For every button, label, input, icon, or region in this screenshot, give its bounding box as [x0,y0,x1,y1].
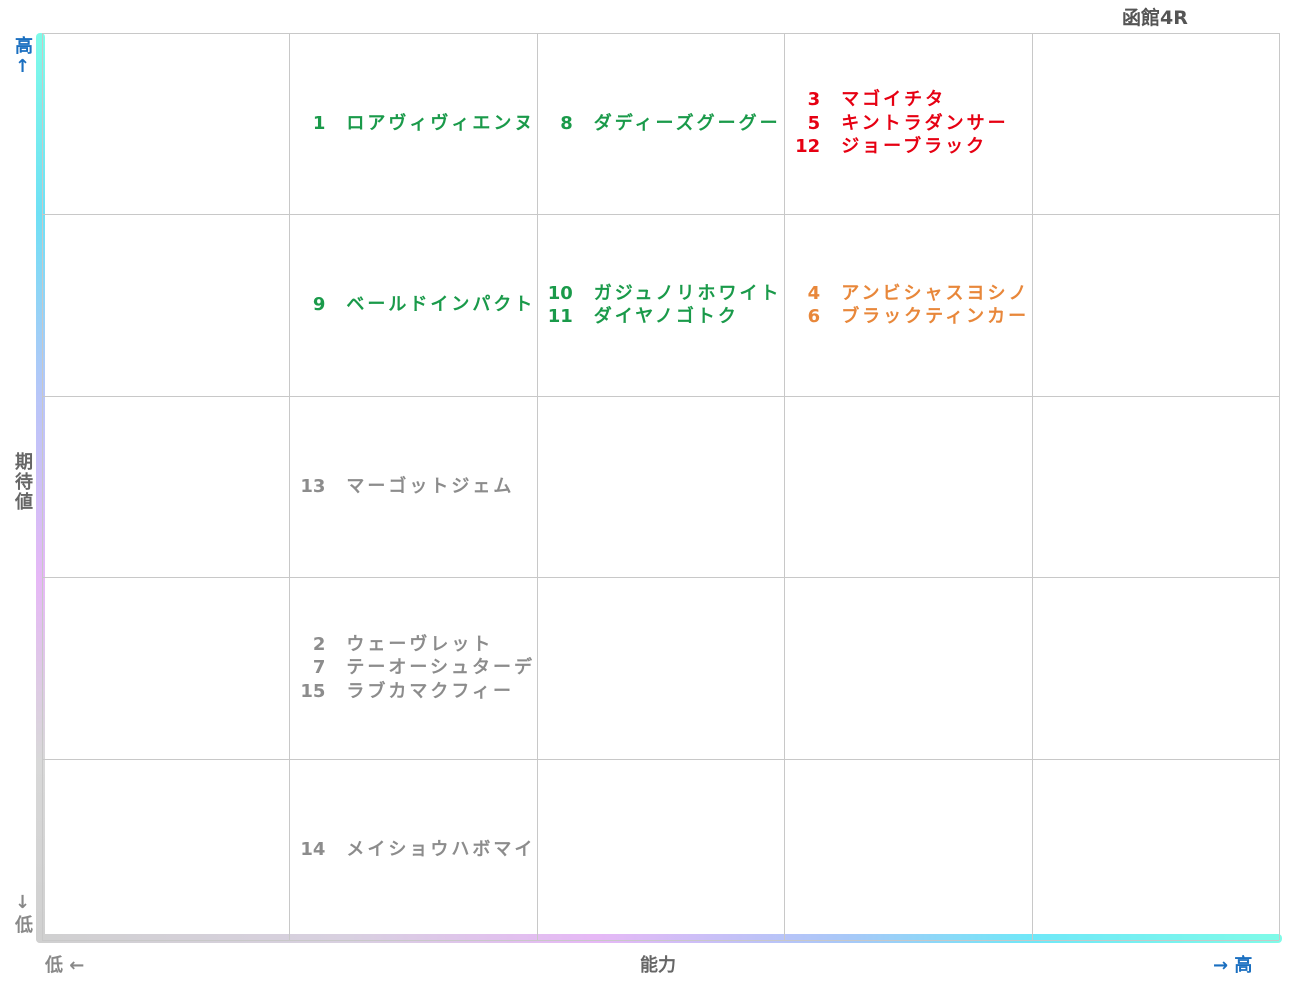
entry-number: 13 [300,475,326,497]
entry-number: 1 [312,112,326,134]
entry-name: テーオーシュターデ [346,657,536,679]
entry-name: アンビシャスヨシノ [841,282,1030,304]
x-axis-bar [36,934,1282,943]
entry-number: 12 [795,136,821,158]
grid-line [42,33,1279,34]
x-low: 低 ← [45,955,85,976]
entry: 12 ジョーブラック [786,135,1029,158]
entry: 15 ラブカマクフィー [291,680,534,703]
entry-number: 10 [547,282,573,304]
grid-line [289,33,291,940]
entry-number: 4 [807,282,821,304]
x-high: → 高 [1213,955,1253,976]
entry: 1 ロアヴィヴィエンヌ [291,112,534,135]
entry: 3 マゴイチタ [786,88,1029,111]
grid-line [42,940,1279,941]
entry-name: ダディーズグーグー [593,112,781,134]
entry-number: 7 [312,657,326,679]
grid-line [784,33,786,940]
grid-line [1031,33,1033,940]
entry: 14 メイショウハボマイ [291,838,534,861]
grid-line [42,577,1279,579]
entry: 11 ダイヤノゴトク [539,305,782,328]
entry: 4 アンビシャスヨシノ [786,282,1029,305]
entry-name: ウェーヴレット [346,633,494,655]
entry-number: 11 [547,306,573,328]
entry-name: マゴイチタ [841,89,947,111]
entry: 7 テーオーシュターデ [291,656,534,679]
entry-number: 9 [312,294,326,316]
entry: 5 キントラダンサー [786,112,1029,135]
entry-number: 14 [300,838,326,860]
entry-name: メイショウハボマイ [346,838,536,860]
entry-number: 8 [560,112,573,134]
entry: 13 マーゴットジェム [291,475,534,498]
grid-line [1279,33,1280,940]
entry-number: 3 [807,89,821,111]
y-high: 高↑ [12,36,33,79]
entry-number: 15 [300,680,326,702]
entry-name: マーゴットジェム [346,475,515,497]
entry-name: ラブカマクフィー [346,680,515,702]
grid-line [42,33,43,940]
entry-number: 6 [807,306,821,328]
entry-number: 2 [312,633,326,655]
entry-name: ロアヴィヴィエンヌ [346,112,536,134]
grid-line [536,33,538,940]
entry-name: ガジュノリホワイト [593,282,782,304]
grid-line [42,395,1279,397]
entry: 6 ブラックティンカー [786,305,1029,328]
y-label: 期待値 [12,452,33,512]
title: 函館4R [1122,7,1188,29]
x-label: 能力 [640,955,676,976]
y-axis-bar [36,33,45,943]
entry: 9 ベールドインパクト [291,293,534,316]
grid-line [42,758,1279,760]
entry-name: ジョーブラック [841,136,988,158]
y-low: ↓低 [12,892,33,935]
entry-name: ベールドインパクト [346,294,536,316]
entry: 10 ガジュノリホワイト [539,282,782,305]
entry: 2 ウェーヴレット [291,633,534,656]
entry: 8 ダディーズグーグー [539,112,782,135]
entry-number: 5 [807,112,821,134]
grid-line [42,214,1279,216]
entry-name: キントラダンサー [841,112,1009,134]
entry-name: ダイヤノゴトク [593,306,739,328]
entry-name: ブラックティンカー [841,306,1030,328]
